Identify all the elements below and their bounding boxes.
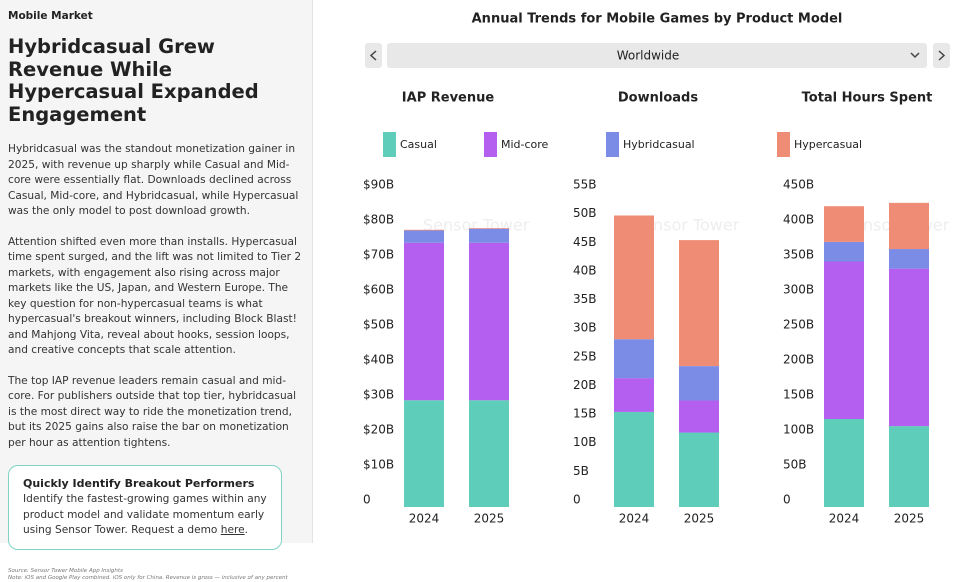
bar-segment [889, 268, 929, 427]
paragraph: Attention shifted even more than install… [8, 235, 302, 357]
y-tick-label: $20B [363, 423, 394, 437]
watermark: Sensor Tower [633, 216, 740, 235]
chart-title: Total Hours Spent [802, 91, 933, 106]
y-tick-label: $90B [363, 178, 394, 192]
bar-segment [469, 228, 509, 229]
y-tick-label: 300B [783, 283, 814, 297]
y-tick-label: 50B [783, 458, 807, 472]
y-tick-label: 100B [783, 423, 814, 437]
chart-title: Downloads [618, 91, 698, 106]
bar-segment [404, 229, 444, 231]
legend-label: Hybridcasual [623, 138, 695, 151]
y-tick-label: 15B [573, 407, 597, 421]
callout: Quickly Identify Breakout Performers Ide… [8, 465, 282, 550]
y-tick-label: 35B [573, 292, 597, 306]
y-tick-label: 0 [573, 493, 581, 507]
note: Note: iOS and Google Play combined. iOS … [8, 574, 288, 581]
bar-segment [614, 378, 654, 412]
x-tick-label: 2025 [894, 512, 925, 526]
bar-segment [469, 400, 509, 507]
bar-segment [404, 230, 444, 243]
source: Source: Sensor Tower Mobile App Insights [8, 567, 123, 574]
y-tick-label: 400B [783, 213, 814, 227]
y-tick-label: 25B [573, 349, 597, 363]
bar-segment [889, 426, 929, 507]
legend-label: Hypercasual [794, 138, 862, 151]
x-tick-label: 2025 [684, 512, 715, 526]
y-tick-label: $80B [363, 213, 394, 227]
kicker: Mobile Market [8, 10, 93, 22]
paragraph: Hybridcasual was the standout monetizati… [8, 143, 299, 217]
bar-segment [824, 419, 864, 507]
y-tick-label: $60B [363, 283, 394, 297]
y-tick-label: 45B [573, 235, 597, 249]
x-tick-label: 2024 [619, 512, 650, 526]
callout-body: Identify the fastest-growing games withi… [23, 493, 267, 536]
y-tick-label: 30B [573, 321, 597, 335]
bar-segment [824, 261, 864, 420]
y-tick-label: 250B [783, 318, 814, 332]
y-tick-label: $70B [363, 248, 394, 262]
x-tick-label: 2024 [829, 512, 860, 526]
x-tick-label: 2024 [409, 512, 440, 526]
y-tick-label: 20B [573, 378, 597, 392]
bar-segment [889, 249, 929, 269]
y-tick-label: 5B [573, 464, 589, 478]
bar-segment [824, 206, 864, 242]
sidebar: Mobile Market Hybridcasual Grew Revenue … [0, 0, 313, 581]
y-tick-label: 0 [783, 493, 791, 507]
legend-swatch [383, 132, 396, 157]
y-tick-label: 200B [783, 353, 814, 367]
bar-segment [614, 411, 654, 507]
dropdown-icon [910, 52, 920, 59]
region-label: Worldwide [617, 49, 680, 63]
y-tick-label: 40B [573, 263, 597, 277]
bar-segment [614, 339, 654, 379]
y-tick-label: 450B [783, 178, 814, 192]
demo-link[interactable]: here [220, 524, 245, 536]
bar-segment [404, 242, 444, 401]
bar-segment [824, 241, 864, 262]
bar-segment [679, 240, 719, 367]
bar-segment [469, 242, 509, 401]
bar-segment [679, 366, 719, 401]
callout-end: . [244, 524, 249, 536]
bar-segment [679, 400, 719, 433]
paragraph: The top IAP revenue leaders remain casua… [8, 374, 297, 449]
bar-segment [614, 215, 654, 340]
y-tick-label: 350B [783, 248, 814, 262]
next-icon [938, 50, 946, 61]
y-tick-label: 0 [363, 493, 371, 507]
prev-icon [369, 50, 377, 61]
chart-title: IAP Revenue [402, 91, 495, 106]
y-tick-label: 150B [783, 388, 814, 402]
bar-segment [679, 432, 719, 507]
y-tick-label: $40B [363, 353, 394, 367]
y-tick-label: $10B [363, 458, 394, 472]
y-tick-label: 55B [573, 178, 597, 192]
callout-text: Identify the fastest-growing games withi… [23, 492, 267, 539]
y-tick-label: $50B [363, 318, 394, 332]
headline: Hybridcasual Grew Revenue While Hypercas… [8, 35, 259, 126]
panel-title: Annual Trends for Mobile Games by Produc… [472, 12, 843, 27]
y-tick-label: 50B [573, 206, 597, 220]
legend-label: Mid-core [501, 138, 549, 151]
chart-panel: Annual Trends for Mobile Games by Produc… [363, 12, 950, 526]
legend-swatch [777, 132, 790, 157]
legend-label: Casual [400, 138, 437, 151]
legend-swatch [484, 132, 497, 157]
callout-title: Quickly Identify Breakout Performers [23, 477, 255, 490]
x-tick-label: 2025 [474, 512, 505, 526]
bar-segment [889, 202, 929, 250]
bar-segment [404, 400, 444, 507]
y-tick-label: 10B [573, 435, 597, 449]
bar-segment [469, 228, 509, 243]
prev-button[interactable] [365, 43, 382, 68]
next-button[interactable] [933, 43, 950, 68]
region-dropdown[interactable] [387, 43, 927, 68]
y-tick-label: $30B [363, 388, 394, 402]
legend-swatch [606, 132, 619, 157]
